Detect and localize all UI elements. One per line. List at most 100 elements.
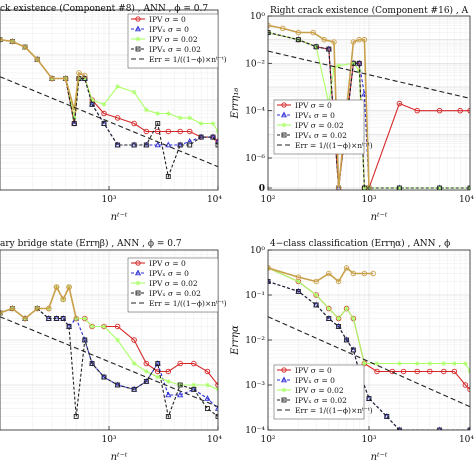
- data-point: [131, 337, 137, 343]
- data-point: [82, 76, 88, 81]
- legend-label: IPV σ = 0.02: [295, 121, 344, 130]
- x-axis-label: nᵗ⁻ᵗ: [111, 452, 128, 463]
- data-point: [374, 368, 380, 375]
- x-axis-label: nᵗ⁻ᵗ: [111, 212, 128, 223]
- data-point: [155, 111, 161, 116]
- data-point: [177, 128, 183, 135]
- data-point: [366, 396, 372, 401]
- data-point: [71, 121, 77, 126]
- y-axis-label: Errηα: [230, 325, 241, 356]
- data-point: [60, 296, 66, 303]
- data-point: [268, 30, 271, 35]
- data-point: [165, 379, 171, 384]
- data-point: [114, 115, 121, 121]
- x-axis-label: nᵗ⁻ᵗ: [371, 452, 388, 463]
- legend-label: IPVₓ σ = 0: [295, 111, 335, 120]
- data-point: [335, 278, 342, 285]
- data-point: [313, 278, 319, 285]
- data-point: [210, 134, 216, 140]
- data-point: [326, 316, 332, 321]
- x-tick-label: 10⁴: [459, 435, 474, 445]
- chart-panel-2: 10² 10³ 10⁴ 10⁰ 10⁻² 10⁻⁴ 10⁻⁶ 0 Right crack exi…: [230, 5, 474, 223]
- data-point: [66, 284, 72, 290]
- data-point: [76, 70, 82, 76]
- data-point: [389, 368, 396, 375]
- data-point: [414, 361, 420, 366]
- data-point: [397, 185, 402, 190]
- data-point: [131, 361, 137, 366]
- data-point: [462, 382, 469, 388]
- data-point: [155, 121, 161, 126]
- y-tick-label: 10⁻⁴: [245, 107, 265, 117]
- y-tick-label: 10⁻²: [245, 336, 265, 346]
- data-point: [400, 368, 407, 375]
- data-point: [336, 316, 341, 321]
- data-point: [436, 107, 443, 114]
- data-point: [361, 270, 368, 277]
- y-tick-label: 10⁻⁴: [245, 426, 265, 436]
- data-point: [331, 66, 337, 71]
- data-point: [361, 185, 367, 190]
- legend-marker: [280, 376, 288, 383]
- data-point: [177, 142, 183, 148]
- chart-title: ck existence (Component #8) , ANN , ϕ = …: [0, 3, 208, 14]
- data-point: [82, 316, 88, 321]
- y-tick-label: 10⁻⁶: [245, 154, 265, 164]
- x-tick-label: 10³: [361, 195, 376, 205]
- data-point: [89, 97, 95, 103]
- data-point: [22, 44, 28, 50]
- data-point: [441, 361, 447, 366]
- legend-marker: [135, 46, 141, 52]
- legend-label: Err = 1/((1−ϕ)×nᵗ⁻ᵗ): [149, 299, 227, 308]
- x-tick-label: 10²: [260, 195, 275, 205]
- data-point: [204, 395, 211, 401]
- data-point: [361, 36, 368, 43]
- legend-label: IPV σ = 0.02: [149, 279, 198, 288]
- data-point: [115, 382, 121, 388]
- data-point: [396, 185, 402, 190]
- data-point: [343, 265, 350, 271]
- series-line-4: [0, 38, 86, 111]
- data-point: [143, 360, 150, 367]
- y-tick-label: 10⁰: [250, 246, 265, 256]
- data-point: [191, 382, 197, 388]
- data-point: [131, 120, 137, 127]
- legend-label: IPVₓ σ = 0: [149, 269, 189, 278]
- series-line-4: [0, 284, 77, 320]
- data-point: [165, 141, 172, 148]
- data-point: [53, 284, 60, 290]
- data-point: [326, 46, 332, 52]
- data-point: [268, 277, 272, 284]
- data-point: [45, 305, 52, 312]
- data-point: [437, 185, 442, 190]
- data-point: [177, 115, 183, 121]
- data-point: [186, 128, 193, 135]
- data-point: [457, 107, 463, 114]
- data-point: [437, 185, 443, 190]
- data-point: [34, 56, 41, 63]
- legend-marker: [135, 280, 141, 286]
- legend-marker: [134, 269, 142, 276]
- data-point: [165, 414, 171, 419]
- series-group: [268, 265, 470, 430]
- data-point: [154, 368, 161, 375]
- legend-label: IPV σ = 0: [149, 15, 186, 24]
- legend-label: IPV σ = 0: [295, 101, 332, 110]
- data-point: [215, 414, 218, 419]
- data-point: [370, 270, 376, 277]
- chart-panel-4: 10² 10³ 10⁴ 10⁰ 10⁻¹ 10⁻² 10⁻³ 10⁻⁴ 4−class clas…: [230, 238, 474, 463]
- y-tick-label: 10⁻³: [245, 381, 265, 391]
- series-line-5: [268, 316, 470, 408]
- data-point: [427, 361, 433, 366]
- data-point: [131, 386, 137, 392]
- data-point: [350, 347, 356, 353]
- legend-label: IPVₓ σ = 0.02: [149, 45, 201, 54]
- data-point: [143, 369, 149, 374]
- data-point: [49, 75, 55, 82]
- x-tick-label: 10³: [361, 435, 376, 445]
- y-tick-label: 10⁻²: [245, 59, 265, 69]
- legend-marker: [135, 290, 141, 296]
- data-point: [101, 324, 107, 329]
